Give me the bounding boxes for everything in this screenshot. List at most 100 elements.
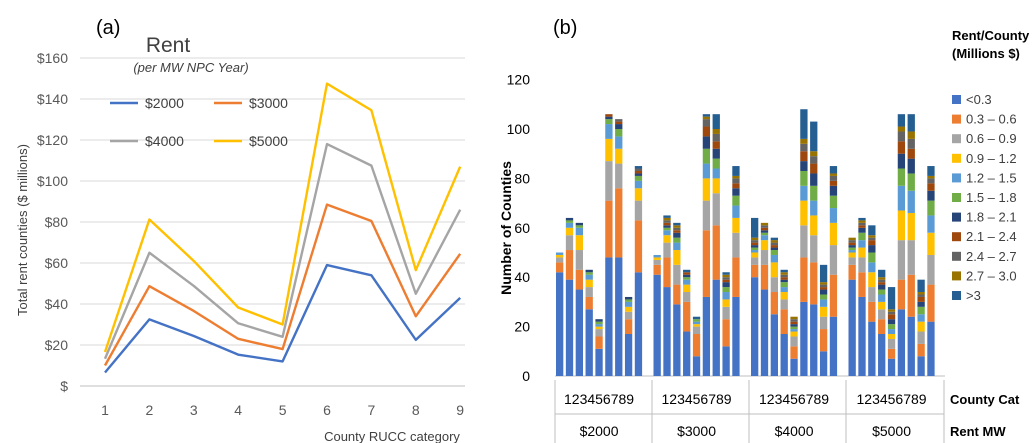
bar-segment <box>732 178 740 184</box>
category-tick-labels: 123456789 <box>759 391 829 407</box>
bar-segment <box>829 166 838 174</box>
bar-segment <box>858 222 866 226</box>
x-tick-label: 7 <box>368 402 376 418</box>
bar-segment <box>878 277 886 280</box>
bar-segment <box>927 215 935 233</box>
bar-segment <box>770 292 778 315</box>
bar-segment <box>927 183 935 191</box>
bar-segment <box>732 257 740 297</box>
bar-segment <box>673 227 681 231</box>
bar-segment <box>692 356 701 376</box>
bar-segment <box>615 136 623 149</box>
bar-segment <box>624 299 633 302</box>
bar-segment <box>790 316 798 320</box>
bar-segment <box>565 220 574 223</box>
bar-segment <box>565 279 574 376</box>
bar-segment <box>887 287 896 310</box>
bar-segment <box>848 250 856 253</box>
bar-segment <box>624 296 633 300</box>
legend-swatch <box>952 193 961 202</box>
y-tick-label: $40 <box>45 296 69 312</box>
bar-segment <box>790 326 798 330</box>
bar-segment <box>878 319 886 335</box>
bar-segment <box>722 277 730 280</box>
bar-segment <box>702 200 711 231</box>
bar-segment <box>858 247 866 258</box>
bar-segment <box>800 257 808 302</box>
y-tick-label: 20 <box>514 319 530 335</box>
bar-segment <box>585 269 593 273</box>
bar-segment <box>673 232 681 238</box>
bar-segment <box>760 250 769 265</box>
bar-segment <box>615 119 623 122</box>
bar-segment <box>565 227 574 236</box>
bar-segment <box>663 230 671 236</box>
bar-segment <box>595 321 603 325</box>
bar-segment <box>897 240 906 280</box>
bar-segment <box>751 217 759 238</box>
bar-segment <box>868 321 876 376</box>
y-axis-title: Total rent counties ($ millions) <box>15 144 30 316</box>
bar-segment <box>751 250 759 253</box>
bar-segment <box>780 309 788 335</box>
bar-segment <box>732 188 740 196</box>
bar-segment <box>595 319 603 322</box>
bar-segment <box>770 247 778 251</box>
bar-segment <box>810 185 818 201</box>
x-axis-title: County RUCC category <box>324 429 460 443</box>
bar-segment <box>760 227 769 231</box>
bar-segment <box>907 240 915 275</box>
y-tick-label: $100 <box>37 173 68 189</box>
bar-segment <box>780 282 788 288</box>
bar-segment <box>829 185 838 196</box>
bar-segment <box>770 242 778 246</box>
bar-segment <box>634 180 643 189</box>
category-tick-labels: 123456789 <box>564 391 634 407</box>
bar-segment <box>790 346 798 359</box>
bar-segment <box>780 299 788 310</box>
series-line <box>103 203 462 367</box>
bar-segment <box>829 245 838 275</box>
bar-segment <box>868 237 876 241</box>
bar-segment <box>780 274 788 278</box>
bar-segment <box>712 279 720 376</box>
bar-segment <box>790 336 798 347</box>
bar-segment <box>897 309 906 376</box>
x-tick-label: 8 <box>412 402 420 418</box>
bar-segment <box>702 178 711 201</box>
bar-segment <box>722 272 730 275</box>
bar-segment <box>722 299 730 307</box>
bar-segment <box>810 173 818 186</box>
bar-segment <box>917 321 925 332</box>
bar-segment <box>653 274 661 376</box>
bar-segment <box>897 153 906 169</box>
bar-segment <box>819 351 828 376</box>
bar-segment <box>819 329 828 352</box>
bar-segment <box>673 225 681 228</box>
bar-segment <box>917 279 925 293</box>
bar-segment <box>732 195 740 206</box>
bar-segment <box>722 292 730 300</box>
bar-segment <box>878 279 886 283</box>
legend-label: 2.1 – 2.4 <box>966 229 1017 244</box>
bar-segment <box>887 334 896 339</box>
bar-segment <box>829 180 838 186</box>
bar-segment <box>634 170 643 174</box>
bar-segment <box>565 235 574 251</box>
bar-segment <box>712 193 720 226</box>
bar-segment <box>810 121 818 152</box>
bar-segment <box>575 269 583 290</box>
bar-segment <box>585 279 593 288</box>
bar-segment <box>663 217 671 221</box>
bar-segment <box>653 257 661 260</box>
bar-segment <box>751 277 759 376</box>
bar-segment <box>702 296 711 376</box>
bar-segment <box>790 319 798 322</box>
legend-swatch <box>952 212 961 222</box>
bar-segment <box>595 326 603 330</box>
y-tick-label: $160 <box>37 50 68 66</box>
x-tick-label: 2 <box>146 402 154 418</box>
bar-segment <box>575 227 583 236</box>
bar-segment <box>702 119 711 127</box>
bar-segment <box>819 294 828 300</box>
